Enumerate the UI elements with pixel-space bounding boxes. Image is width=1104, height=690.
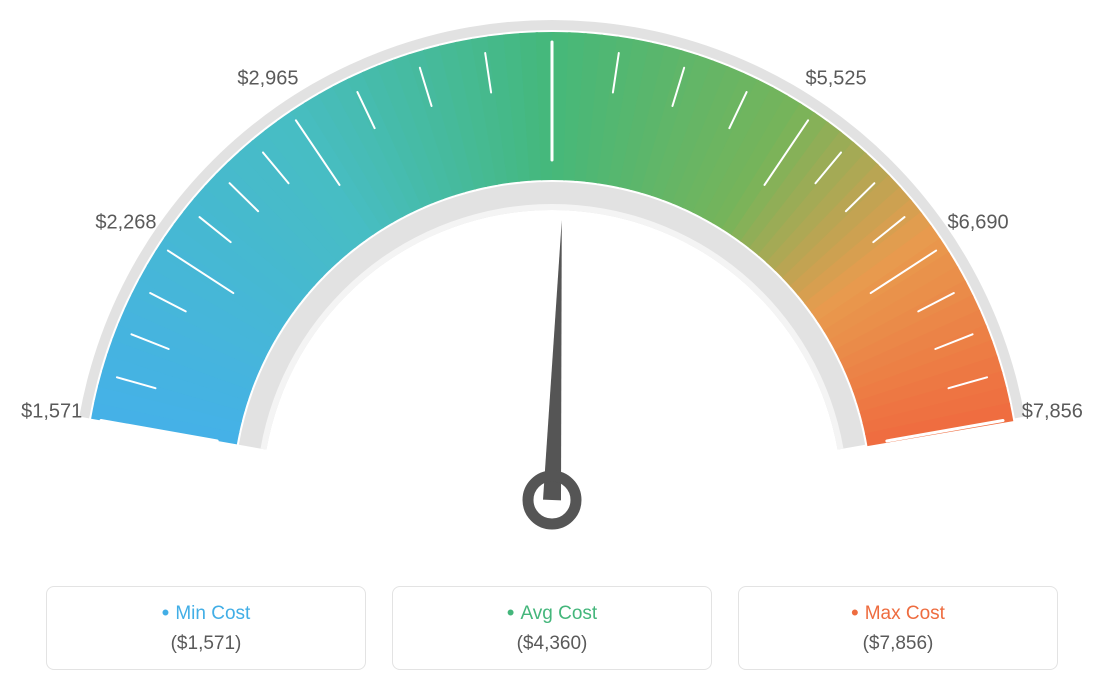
legend-value-min: ($1,571) — [47, 633, 365, 655]
gauge-container: $1,571 $2,268 $2,965 $4,360 $5,525 $6,690 $7,8… — [0, 0, 1104, 560]
dot-icon: • — [162, 602, 170, 624]
gauge-tick-label: $2,965 — [237, 67, 298, 90]
gauge-tick-label: $2,268 — [95, 212, 156, 235]
dot-icon: • — [851, 602, 859, 624]
legend-value-avg: ($4,360) — [393, 633, 711, 655]
gauge-tick-label: $4,360 — [521, 0, 582, 4]
gauge-tick-label: $7,856 — [1022, 400, 1083, 423]
legend-title-min: • Min Cost — [47, 603, 365, 625]
legend-title-text: Max Cost — [865, 603, 945, 625]
legend-title-text: Avg Cost — [520, 603, 597, 625]
gauge-tick-label: $6,690 — [947, 212, 1008, 235]
legend-row: • Min Cost ($1,571) • Avg Cost ($4,360) … — [0, 586, 1104, 670]
legend-value-max: ($7,856) — [739, 633, 1057, 655]
legend-card-max: • Max Cost ($7,856) — [738, 586, 1058, 670]
legend-title-avg: • Avg Cost — [393, 603, 711, 625]
gauge-tick-label: $1,571 — [21, 400, 82, 423]
legend-title-max: • Max Cost — [739, 603, 1057, 625]
legend-card-avg: • Avg Cost ($4,360) — [392, 586, 712, 670]
legend-title-text: Min Cost — [175, 603, 250, 625]
legend-card-min: • Min Cost ($1,571) — [46, 586, 366, 670]
gauge-tick-label: $5,525 — [805, 67, 866, 90]
gauge-svg — [0, 0, 1104, 560]
dot-icon: • — [507, 602, 515, 624]
